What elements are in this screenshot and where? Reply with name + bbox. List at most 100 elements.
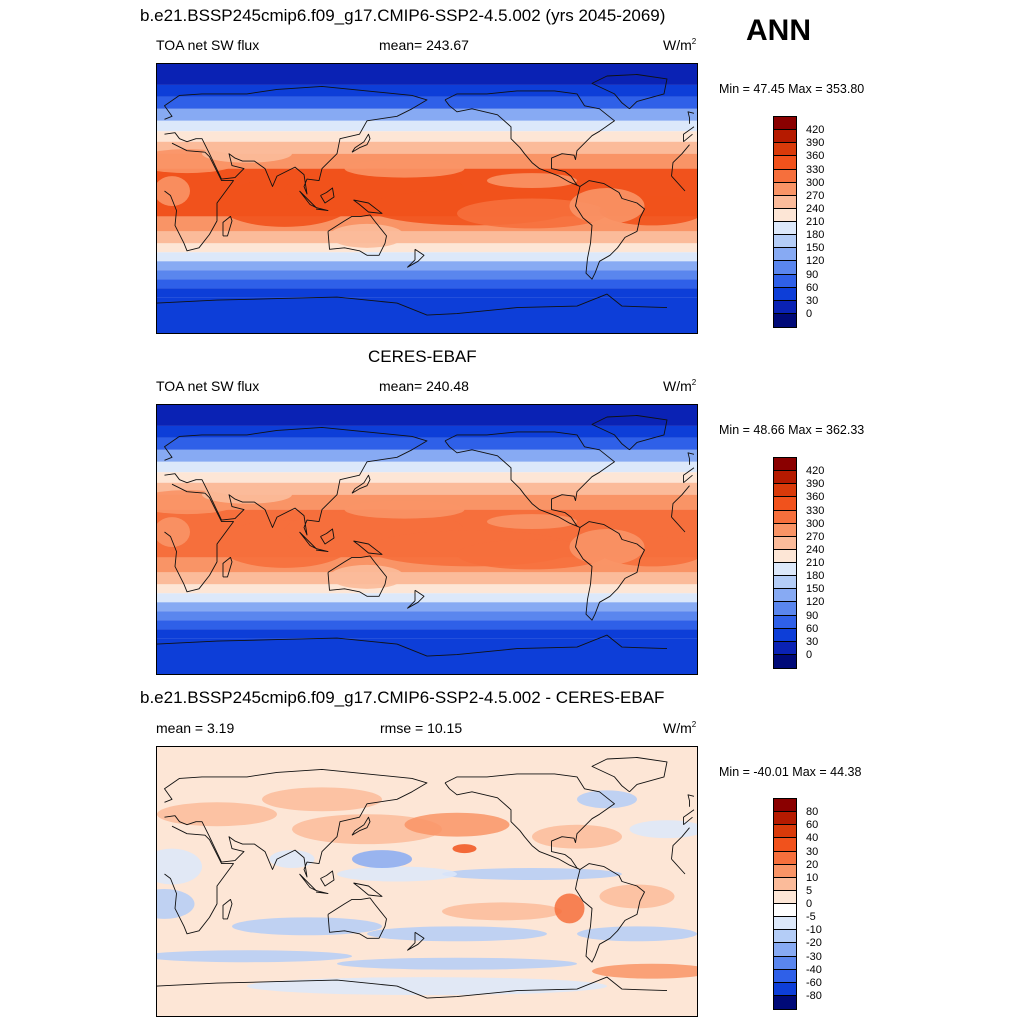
coastline xyxy=(222,556,233,578)
colorbar-tick-label: 30 xyxy=(806,294,819,307)
colorbar-tick-label: 240 xyxy=(806,543,825,556)
panel2-map xyxy=(156,404,698,675)
field-band xyxy=(157,120,697,132)
field-band xyxy=(157,602,697,612)
panel1-title: b.e21.BSSP245cmip6.f09_g17.CMIP6-SSP2-4.… xyxy=(140,6,666,25)
colorbar-swatch xyxy=(774,156,796,170)
colorbar-tick-label: -60 xyxy=(806,976,822,989)
colorbar-swatch xyxy=(774,864,796,878)
field-blob xyxy=(367,926,547,942)
panel3-map xyxy=(156,746,698,1017)
colorbar-swatch xyxy=(774,943,796,957)
field-band xyxy=(157,108,697,121)
coastline xyxy=(157,976,668,999)
colorbar-tick-label: 210 xyxy=(806,557,825,569)
colorbar-tick-label: 390 xyxy=(806,478,825,491)
coastline xyxy=(164,768,695,878)
colorbar-swatch xyxy=(774,523,796,537)
coastline xyxy=(444,90,615,187)
colorbar-tick-label: 180 xyxy=(806,570,825,583)
field-blob xyxy=(232,917,382,936)
colorbar-swatch xyxy=(774,956,796,970)
colorbar-swatch xyxy=(774,182,796,196)
panel1-units: W/m2 xyxy=(663,37,697,53)
field-blob xyxy=(352,850,412,869)
panel2-units: W/m2 xyxy=(663,378,697,394)
colorbar-tick-label: 90 xyxy=(806,609,819,622)
coastline xyxy=(164,85,695,195)
field-blob xyxy=(404,812,510,837)
panel2-minmax: Min = 48.66 Max = 362.33 xyxy=(719,423,865,437)
colorbar-tick-label: 330 xyxy=(806,163,825,176)
field-band xyxy=(157,243,697,253)
field-band xyxy=(157,131,697,142)
field-band xyxy=(157,472,697,483)
coastline xyxy=(444,431,615,528)
panel1-minmax: Min = 47.45 Max = 353.80 xyxy=(719,82,865,96)
colorbar-tick-label: 120 xyxy=(806,255,825,268)
field-band xyxy=(157,279,697,289)
coastline xyxy=(320,187,335,204)
field-blob xyxy=(247,977,607,996)
panel1-variable-label: TOA net SW flux xyxy=(156,37,260,53)
colorbar-swatch xyxy=(774,143,796,157)
field-blob xyxy=(487,173,577,189)
field-band xyxy=(157,252,697,262)
colorbar-tick-label: 0 xyxy=(806,648,813,661)
panel3-rmse-label: rmse = 10.15 xyxy=(380,720,463,736)
colorbar-tick-label: 270 xyxy=(806,530,825,543)
field-blob xyxy=(337,957,577,970)
colorbar-swatch xyxy=(774,904,796,918)
field-blob xyxy=(202,485,292,504)
panel1-colorbar xyxy=(773,116,797,328)
field-band xyxy=(157,141,697,154)
field-blob xyxy=(554,893,585,924)
colorbar-tick-label: 30 xyxy=(806,635,819,648)
panel3-colorbar xyxy=(773,798,797,1010)
coastline xyxy=(164,426,695,536)
colorbar-swatch xyxy=(774,497,796,511)
colorbar-tick-label: 390 xyxy=(806,137,825,150)
field-blob xyxy=(344,500,465,519)
coastline xyxy=(687,794,695,807)
field-blob xyxy=(599,884,675,909)
coastline xyxy=(164,483,690,593)
colorbar-swatch xyxy=(774,313,796,327)
colorbar-tick-label: -40 xyxy=(806,963,822,976)
field-band xyxy=(157,84,697,97)
coastline xyxy=(591,74,668,110)
coastline xyxy=(687,111,695,124)
field-blob xyxy=(487,514,577,530)
coastline xyxy=(353,199,383,214)
colorbar-tick-label: 90 xyxy=(806,268,819,281)
colorbar-tick-label: 360 xyxy=(806,150,825,163)
coastline xyxy=(591,757,668,793)
coastline xyxy=(351,474,371,494)
coastline xyxy=(320,528,335,545)
field-blob xyxy=(577,926,697,942)
panel1-map-field xyxy=(157,64,697,333)
field-band xyxy=(157,405,697,426)
colorbar-tick-label: 60 xyxy=(806,819,819,832)
colorbar-swatch xyxy=(774,825,796,839)
colorbar-tick-label: 0 xyxy=(806,307,813,320)
colorbar-swatch xyxy=(774,130,796,144)
coastline xyxy=(315,207,329,211)
colorbar-tick-label: 270 xyxy=(806,189,825,202)
colorbar-swatch xyxy=(774,222,796,236)
panel1-map xyxy=(156,63,698,334)
coastline xyxy=(353,540,383,555)
season-label: ANN xyxy=(746,14,811,47)
coastline xyxy=(591,415,668,451)
colorbar-tick-label: 10 xyxy=(806,871,819,884)
field-band xyxy=(157,425,697,438)
field-band xyxy=(157,572,697,585)
field-band xyxy=(157,611,697,621)
colorbar-swatch xyxy=(774,877,796,891)
colorbar-swatch xyxy=(774,969,796,983)
colorbar-tick-label: -20 xyxy=(806,937,822,950)
panel3-map-field xyxy=(157,747,697,1016)
field-blob xyxy=(337,866,457,882)
colorbar-swatch xyxy=(774,261,796,275)
colorbar-tick-label: -80 xyxy=(806,989,822,1002)
